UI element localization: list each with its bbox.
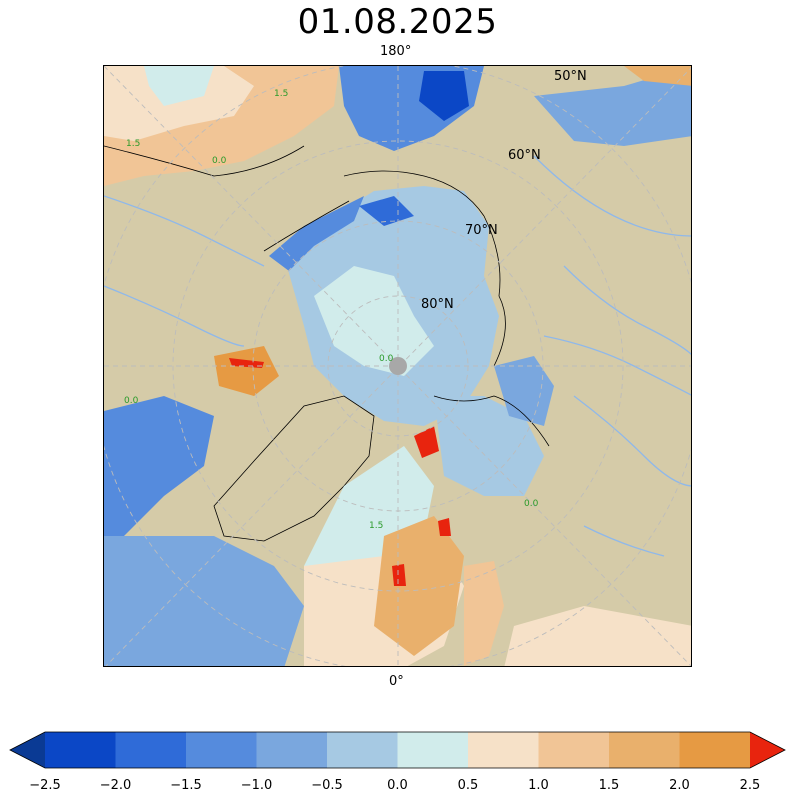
meridian-label-180: 180°: [380, 44, 412, 59]
colorbar-tick-label: −0.5: [311, 778, 343, 793]
lat-label-60: 60°N: [508, 148, 541, 163]
anomaly-region-scandinavia-red: [392, 564, 406, 586]
contour-label: 0.0: [524, 499, 539, 509]
land-greenland: [213, 395, 375, 542]
colorbar-tick-label: 0.5: [457, 778, 479, 793]
contour-label: 0.0: [379, 354, 394, 364]
anomaly-region-east-siberian: [359, 196, 414, 226]
anomaly-region-arctic-ice: [314, 266, 434, 376]
colorbar-tick-label: −1.0: [240, 778, 273, 793]
colorbar-outline: [9, 731, 786, 769]
anomaly-region-white-sea-red: [438, 518, 451, 536]
anomaly-region-scandinavia: [374, 516, 464, 656]
colorbar-bin: [256, 732, 327, 768]
contour-label-alt: 1.5: [369, 521, 383, 531]
anomaly-region-pacific-light: [104, 66, 254, 141]
colorbar-under-arrow: [10, 732, 45, 768]
anomaly-region-baffin: [104, 396, 214, 536]
colorbar-tick-label: 0.0: [387, 778, 408, 793]
colorbar-bin: [115, 732, 186, 768]
pole-hole: [389, 357, 407, 375]
contour-label: 0.0: [124, 396, 139, 406]
anomaly-region-okhotsk: [534, 66, 691, 146]
colorbar-bin: [45, 732, 116, 768]
contour-label-alt: 1.5: [274, 89, 288, 99]
lat-label-80: 80°N: [421, 297, 454, 312]
colorbar-bin: [186, 732, 257, 768]
anomaly-region-svalbard-red: [414, 426, 439, 458]
anomaly-region-kara: [494, 356, 554, 426]
coastlines: [104, 145, 550, 447]
colorbar-tick-label: −2.5: [29, 778, 61, 793]
colorbar-bin: [468, 732, 539, 768]
anomaly-region-archipelago-red: [229, 358, 264, 368]
anomaly-region-europe-south: [504, 606, 691, 666]
anomaly-region-beaufort: [269, 196, 364, 271]
contour-label: 0.0: [212, 156, 227, 166]
anomaly-region-north-atlantic: [104, 536, 304, 666]
lat-label-50: 50°N: [554, 69, 587, 84]
map-title: 01.08.2025: [297, 2, 498, 42]
colorbar-tick-label: 2.5: [739, 778, 761, 793]
meridian-label-0: 0°: [389, 674, 404, 689]
colorbar-tick-label: 2.0: [669, 778, 690, 793]
colorbar-tick-label: 1.0: [528, 778, 549, 793]
map-canvas: 0.0 0.0 0.0 0.0 1.5 1.5 1.5 50°N 60°N 70…: [104, 66, 691, 666]
map-panel: 0.0 0.0 0.0 0.0 1.5 1.5 1.5 50°N 60°N 70…: [103, 65, 692, 667]
colorbar-bin: [679, 732, 750, 768]
anomaly-region-baltic: [464, 561, 504, 666]
colorbar-bin: [327, 732, 398, 768]
colorbar-over-arrow: [750, 732, 785, 768]
colorbar-bin: [397, 732, 468, 768]
anomaly-region-barents: [434, 396, 544, 496]
colorbar-tick-label: −1.5: [170, 778, 202, 793]
colorbar-tick-label: 1.5: [598, 778, 620, 793]
contour-label-alt: 1.5: [126, 139, 140, 149]
lat-label-70: 70°N: [465, 223, 498, 238]
colorbar-bin: [609, 732, 680, 768]
river-network: [104, 155, 691, 557]
colorbar-tick-label: −2.0: [99, 778, 132, 793]
anomaly-region-pacific-cyan: [144, 66, 214, 106]
colorbar: [9, 731, 786, 769]
anomaly-region-chukchi-dark: [419, 71, 469, 121]
colorbar-bin: [538, 732, 609, 768]
anomaly-region-okhotsk-orange: [624, 66, 691, 86]
